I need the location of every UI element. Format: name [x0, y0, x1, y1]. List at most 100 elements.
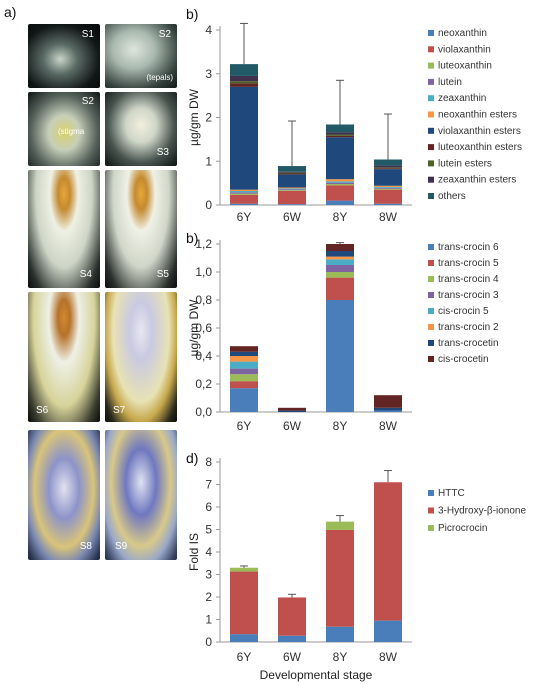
photo-s8: S8 [28, 430, 100, 560]
bar-6W-violaxanthin [278, 191, 306, 205]
bar-8W-trans-crocin-6 [374, 410, 402, 412]
bar-6W-neoxanthin-esters [278, 187, 306, 189]
legend-swatch [428, 276, 434, 282]
photo-label-s7: S7 [113, 405, 126, 416]
bar-6W-lutein [278, 189, 306, 191]
x-tick-label: 6Y [237, 419, 252, 433]
y-tick-label: 1 [205, 154, 212, 168]
legend-label: trans-crocetin [438, 338, 499, 349]
bar-6W-others [278, 166, 306, 172]
panel-label-d: d) [186, 450, 199, 466]
bar-8Y-trans-crocin-3 [326, 265, 354, 272]
legend-label: others [438, 191, 466, 202]
photo-s9: S9 [105, 430, 177, 560]
photo-label-s8: S8 [79, 541, 92, 552]
photo-s1: S1 [28, 24, 100, 88]
chart-crocins: 0,0 0,2 0,4 0,6 0,8 1,0 1,2 µg/gm DW 6Y 6W 8Y 8W tra… [187, 237, 499, 433]
legend-swatch [428, 144, 434, 151]
bar-6Y-violaxanthin [230, 194, 258, 204]
bar-8Y-trans-crocin-2 [326, 256, 354, 260]
x-tick-label: 8Y [333, 210, 348, 224]
bar-6Y-lutein-esters [230, 81, 258, 84]
legend-label: HTTC [438, 488, 465, 499]
bar-8Y-trans-crocetin [326, 251, 354, 257]
legend-label: lutein esters [438, 158, 492, 169]
legend-label: neoxanthin esters [438, 110, 517, 121]
bar-6Y-neoxanthin [230, 203, 258, 205]
bar-6Y-cis-crocin-5 [230, 361, 258, 369]
legend-swatch [428, 507, 434, 514]
legend-swatch [428, 260, 434, 266]
legend-swatch [428, 324, 434, 330]
legend-swatch [428, 340, 434, 346]
bar-6Y-others [230, 64, 258, 76]
photo-s4: S4 [28, 170, 100, 288]
y-tick-label: 0,6 [195, 321, 212, 335]
photo-s5: S5 [105, 170, 177, 288]
legend-label: luteoxanthin esters [438, 142, 522, 153]
y-tick-label: 0,4 [195, 349, 212, 363]
bar-6Y-zeaxanthin-esters [230, 75, 258, 82]
y-tick-label: 0,0 [195, 405, 212, 419]
y-tick-label: 0 [205, 635, 212, 649]
photo-s2-tepals: S2 (tepals) [105, 24, 177, 88]
bar-8Y-zeaxanthin [326, 181, 354, 183]
bar-8W-cis-crocetin [374, 395, 402, 408]
x-axis-label: Developmental stage [260, 668, 373, 682]
bar-6Y-luteoxanthin-esters [230, 83, 258, 87]
legend-label: trans-crocin 2 [438, 322, 499, 333]
photo-label-s3: S3 [156, 147, 169, 158]
y-tick-label: 4 [205, 545, 212, 559]
y-axis-label: Fold IS [187, 533, 201, 571]
bar-6Y-trans-crocin-5 [230, 381, 258, 389]
bar-6Y-trans-crocin-3 [230, 368, 258, 375]
legend-swatch [428, 78, 434, 85]
bar-8Y-neoxanthin-esters [326, 179, 354, 182]
bar-6Y-cis-crocetin [230, 346, 258, 352]
bar-8W-httc [374, 620, 402, 642]
legend-swatch [428, 95, 434, 102]
bar-6W-cis-crocetin [278, 407, 306, 411]
bar-8W-lutein-esters [374, 167, 402, 169]
y-tick-label: 8 [205, 455, 212, 469]
bar-8Y-violaxanthin-esters [326, 137, 354, 180]
panel-label-a: a) [4, 4, 17, 20]
bar-8Y-lutein [326, 182, 354, 184]
bar-8Y-3-hydroxy-ionone [326, 529, 354, 627]
chart-carotenoids: 0 1 2 3 4 µg/gm DW 6Y 6W 8Y 8W neoxanthin violaxant… [187, 22, 522, 224]
legend-swatch [428, 244, 434, 250]
legend-swatch [428, 111, 434, 118]
bar-8W-neoxanthin [374, 203, 402, 205]
x-tick-label: 6W [283, 419, 302, 433]
x-tick-label: 6Y [237, 210, 252, 224]
y-tick-label: 5 [205, 523, 212, 537]
bar-6Y-trans-crocin-6 [230, 388, 258, 412]
y-tick-label: 7 [205, 478, 212, 492]
photo-sublabel-tepals: (tepals) [146, 73, 173, 82]
x-tick-label: 6W [283, 650, 302, 664]
bar-8W-violaxanthin [374, 189, 402, 204]
bar-6W-3-hydroxy-ionone [278, 597, 306, 636]
legend-label: trans-crocin 3 [438, 290, 499, 301]
y-tick-label: 1,2 [195, 237, 212, 251]
bar-8Y-neoxanthin [326, 200, 354, 205]
bar-8Y-luteoxanthin-esters [326, 135, 354, 138]
photo-label-s2b: S2 [81, 96, 94, 107]
legend-swatch [428, 176, 434, 183]
bar-8Y-others [326, 124, 354, 133]
y-tick-label: 6 [205, 500, 212, 514]
y-axis-label: µg/gm DW [187, 299, 201, 357]
bar-6Y-trans-crocin-4 [230, 374, 258, 382]
bar-6Y-trans-crocin-2 [230, 356, 258, 362]
bar-6Y-luteoxanthin [230, 193, 258, 195]
legend-swatch [428, 356, 434, 362]
legend-swatch [428, 30, 434, 36]
legend-label: violaxanthin [438, 44, 491, 55]
bar-6W-luteoxanthin [278, 190, 306, 191]
bar-8W-zeaxanthin-esters [374, 165, 402, 168]
legend-label: luteoxanthin [438, 61, 492, 72]
bar-8Y-trans-crocin-6 [326, 300, 354, 412]
bar-6W-zeaxanthin [278, 188, 306, 190]
y-tick-label: 0 [205, 198, 212, 212]
y-tick-label: 3 [205, 568, 212, 582]
